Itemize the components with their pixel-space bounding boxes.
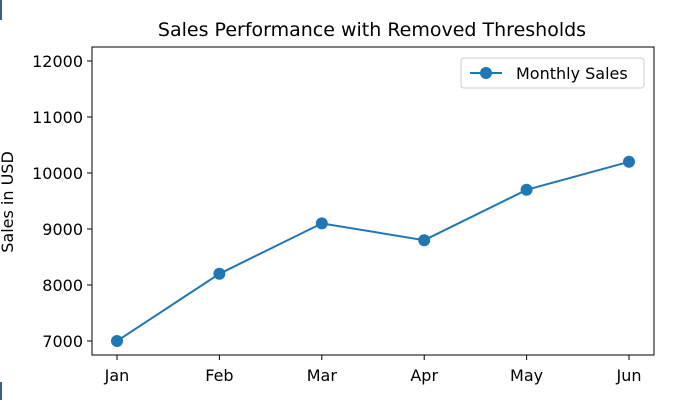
data-point — [213, 267, 226, 280]
legend-box — [460, 57, 645, 89]
y-axis-ticks: 7000 8000 9000 10000 11000 12000 — [32, 52, 92, 351]
data-point — [520, 183, 533, 196]
y-tick-label: 10000 — [32, 164, 83, 183]
left-edge-mark-bottom — [0, 382, 2, 400]
x-tick-label: Feb — [205, 366, 233, 385]
y-tick-label: 12000 — [32, 52, 83, 71]
y-tick-label: 7000 — [42, 332, 83, 351]
series-group — [111, 155, 635, 347]
data-point — [111, 335, 123, 347]
series-line — [116, 160, 630, 342]
x-tick-label: May — [510, 366, 543, 385]
legend: Monthly Sales — [460, 57, 645, 89]
plot-area-frame — [91, 46, 655, 356]
x-axis-ticks: Jan Feb Mar Apr May Jun — [104, 355, 642, 385]
data-point — [418, 234, 431, 247]
x-tick-label: Apr — [410, 366, 438, 385]
legend-label: Monthly Sales — [516, 64, 628, 83]
y-tick-label: 9000 — [42, 220, 83, 239]
x-tick-label: Jan — [104, 366, 130, 385]
legend-marker-sample — [480, 67, 492, 79]
data-point — [315, 217, 328, 230]
y-tick-label: 8000 — [42, 276, 83, 295]
x-tick-label: Jun — [616, 366, 642, 385]
chart-title: Sales Performance with Removed Threshold… — [158, 19, 586, 41]
y-tick-label: 11000 — [32, 108, 83, 127]
data-point — [623, 155, 635, 168]
y-axis-label: Sales in USD — [0, 151, 17, 253]
left-edge-mark-top — [0, 0, 2, 20]
x-tick-label: Mar — [307, 366, 338, 385]
